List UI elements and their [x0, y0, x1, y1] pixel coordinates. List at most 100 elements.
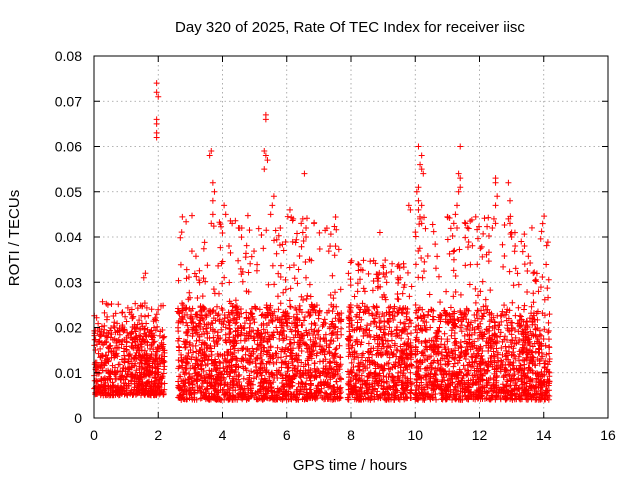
data-point [124, 329, 131, 336]
data-point [306, 386, 313, 393]
data-point [137, 302, 144, 309]
data-point [143, 354, 150, 361]
data-point [141, 313, 148, 320]
data-point [226, 325, 233, 332]
data-point [105, 358, 112, 365]
data-point [224, 352, 231, 359]
data-point [221, 274, 228, 281]
data-point [303, 341, 310, 348]
data-point [320, 368, 327, 375]
data-point [203, 328, 210, 335]
data-point [139, 379, 146, 386]
data-point [218, 223, 225, 230]
data-point [133, 378, 140, 385]
data-point [186, 341, 193, 348]
data-point [208, 352, 215, 359]
data-point [248, 253, 255, 260]
data-point [150, 339, 157, 346]
data-point [441, 330, 448, 337]
data-point [457, 143, 464, 150]
data-point [95, 339, 102, 346]
data-point [295, 266, 302, 273]
data-point [153, 353, 160, 360]
data-point [197, 317, 204, 324]
data-point [213, 303, 220, 310]
data-point [500, 263, 507, 270]
data-point [315, 382, 322, 389]
data-point [298, 243, 305, 250]
data-point [308, 389, 315, 396]
data-point [156, 376, 163, 383]
data-point [301, 170, 308, 177]
data-point [282, 286, 289, 293]
data-point [447, 304, 454, 311]
data-point [128, 371, 135, 378]
data-point [127, 331, 134, 338]
data-point [226, 392, 233, 399]
data-point [242, 351, 249, 358]
data-point [202, 396, 209, 403]
data-point [199, 357, 206, 364]
data-point [193, 337, 200, 344]
data-point [278, 348, 285, 355]
data-point [177, 234, 184, 241]
data-point [277, 262, 284, 269]
data-point [455, 317, 462, 324]
data-point [188, 248, 195, 255]
y-tick-label: 0.02 [55, 320, 82, 336]
data-point [226, 359, 233, 366]
data-point [91, 330, 98, 337]
data-point [300, 363, 307, 370]
data-point [283, 381, 290, 388]
data-point [269, 312, 276, 319]
data-point [295, 363, 302, 370]
data-point [256, 306, 263, 313]
data-point [246, 356, 253, 363]
data-point [196, 385, 203, 392]
data-point [334, 384, 341, 391]
data-point [136, 336, 143, 343]
data-point [432, 241, 439, 248]
data-point [216, 316, 223, 323]
data-point [151, 388, 158, 395]
data-point [293, 394, 300, 401]
data-point [180, 382, 187, 389]
data-point [265, 281, 272, 288]
data-point [296, 253, 303, 260]
data-point [176, 335, 182, 342]
data-point [494, 193, 501, 200]
data-point [205, 353, 212, 360]
data-point [451, 247, 458, 254]
data-point [407, 369, 414, 376]
data-point [232, 327, 239, 334]
x-tick-label: 2 [154, 427, 162, 443]
data-point [467, 261, 474, 268]
data-point [274, 293, 281, 300]
data-point [93, 314, 100, 321]
data-point [321, 337, 328, 344]
data-point [280, 375, 287, 382]
data-point [421, 214, 428, 221]
data-point [142, 382, 149, 389]
data-point [243, 335, 250, 342]
data-point [528, 224, 535, 231]
data-point [260, 245, 267, 252]
data-point [210, 338, 217, 345]
data-point [221, 202, 228, 209]
data-point [472, 299, 479, 306]
data-point [415, 206, 422, 213]
data-point [288, 320, 295, 327]
data-point [129, 315, 136, 322]
data-point [108, 354, 115, 361]
data-point [538, 228, 545, 235]
data-point [298, 293, 305, 300]
data-point [465, 367, 472, 374]
data-point [119, 326, 126, 333]
data-point [225, 348, 232, 355]
data-point [485, 233, 492, 240]
data-point [275, 354, 282, 361]
data-point [325, 248, 332, 255]
data-point [131, 354, 138, 361]
data-point [456, 246, 463, 253]
data-point [304, 292, 311, 299]
